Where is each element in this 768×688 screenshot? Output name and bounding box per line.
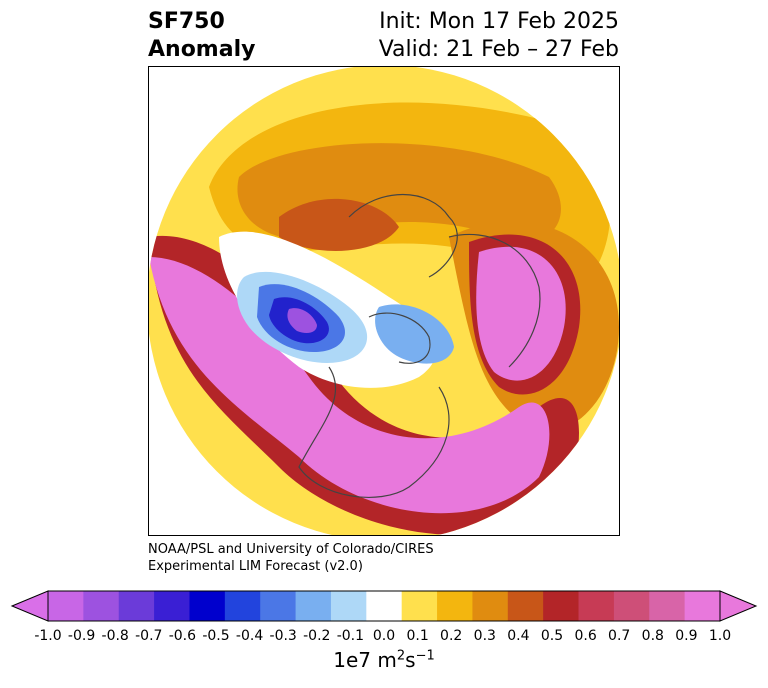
colorbar-segment bbox=[543, 591, 580, 621]
colorbar-tick-label: 0.3 bbox=[473, 628, 496, 644]
colorbar-tick-label: 0.9 bbox=[675, 628, 698, 644]
credit-text: NOAA/PSL and University of Colorado/CIRE… bbox=[148, 541, 434, 575]
siberia-core bbox=[279, 198, 399, 251]
arctic-negative bbox=[375, 304, 454, 364]
colorbar-segment bbox=[295, 591, 332, 621]
colorbar-tick-label: -0.3 bbox=[269, 628, 297, 644]
colorbar-tick-label: -0.4 bbox=[235, 628, 264, 644]
colorbar-tick-label: 1.0 bbox=[708, 628, 732, 644]
colorbar-segment bbox=[189, 591, 226, 621]
colorbar-high-extend bbox=[719, 590, 758, 622]
title-left: SF750 Anomaly bbox=[148, 8, 255, 64]
credit-line-2: Experimental LIM Forecast (v2.0) bbox=[148, 559, 363, 574]
colorbar-tick-label: -0.1 bbox=[336, 628, 365, 644]
colorbar-tick-label: 0.2 bbox=[440, 628, 463, 644]
colorbar-segment bbox=[578, 591, 615, 621]
colorbar-segment bbox=[366, 591, 403, 621]
colorbar-tick-label: 0.1 bbox=[406, 628, 429, 644]
negative-core bbox=[287, 308, 317, 333]
colorbar-tick-label: 0.6 bbox=[574, 628, 597, 644]
colorbar-segment bbox=[330, 591, 367, 621]
colorbar-segment bbox=[401, 591, 438, 621]
colorbar-segment bbox=[83, 591, 120, 621]
colorbar-segment bbox=[472, 591, 509, 621]
colorbar-frame bbox=[47, 590, 721, 622]
colorbar-tick-label: 0.0 bbox=[372, 628, 396, 644]
colorbar-units: 1e7 m2s−1 bbox=[333, 648, 434, 672]
colorbar-tick-label: -0.8 bbox=[101, 628, 129, 644]
anomaly-map bbox=[149, 67, 619, 535]
units-exp-1: 2 bbox=[396, 648, 406, 664]
colorbar-segment bbox=[437, 591, 473, 621]
colorbar-segment bbox=[507, 591, 544, 621]
colorbar-tick-label: -0.2 bbox=[303, 628, 331, 644]
colorbar-segment bbox=[118, 591, 155, 621]
valid-range: Valid: 21 Feb – 27 Feb bbox=[378, 37, 619, 62]
colorbar-tick-label: 0.5 bbox=[540, 628, 564, 644]
units-exp-2: −1 bbox=[415, 648, 435, 664]
map-disk bbox=[149, 67, 619, 535]
colorbar-tick-label: -0.9 bbox=[67, 628, 96, 644]
colorbar bbox=[10, 590, 758, 622]
title-right: Init: Mon 17 Feb 2025 Valid: 21 Feb – 27… bbox=[379, 8, 619, 64]
colorbar-segment bbox=[613, 591, 650, 621]
colorbar-tick-label: -0.6 bbox=[168, 628, 197, 644]
colorbar-tick-label: 0.8 bbox=[641, 628, 664, 644]
colorbar-tick-label: -0.5 bbox=[202, 628, 230, 644]
colorbar-segment bbox=[649, 591, 686, 621]
colorbar-tick-label: 0.4 bbox=[507, 628, 530, 644]
units-s: s bbox=[405, 648, 416, 672]
colorbar-segment bbox=[224, 591, 261, 621]
colorbar-segment bbox=[260, 591, 297, 621]
coastlines bbox=[298, 193, 541, 498]
colorbar-low-extend bbox=[10, 590, 49, 622]
colorbar-tick-label: 0.7 bbox=[608, 628, 631, 644]
colorbar-tick-label: -1.0 bbox=[34, 628, 62, 644]
colorbar-segment bbox=[684, 591, 721, 621]
units-base: 1e7 m bbox=[333, 648, 397, 672]
colorbar-segment bbox=[154, 591, 190, 621]
variable-title: SF750 bbox=[148, 9, 225, 34]
init-date: Init: Mon 17 Feb 2025 bbox=[379, 9, 619, 34]
credit-line-1: NOAA/PSL and University of Colorado/CIRE… bbox=[148, 542, 434, 557]
colorbar-segment bbox=[48, 591, 84, 621]
colorbar-tick-label: -0.7 bbox=[135, 628, 163, 644]
field-kind-title: Anomaly bbox=[148, 37, 256, 62]
europe-positive-core bbox=[476, 246, 566, 381]
map-panel bbox=[148, 66, 620, 536]
